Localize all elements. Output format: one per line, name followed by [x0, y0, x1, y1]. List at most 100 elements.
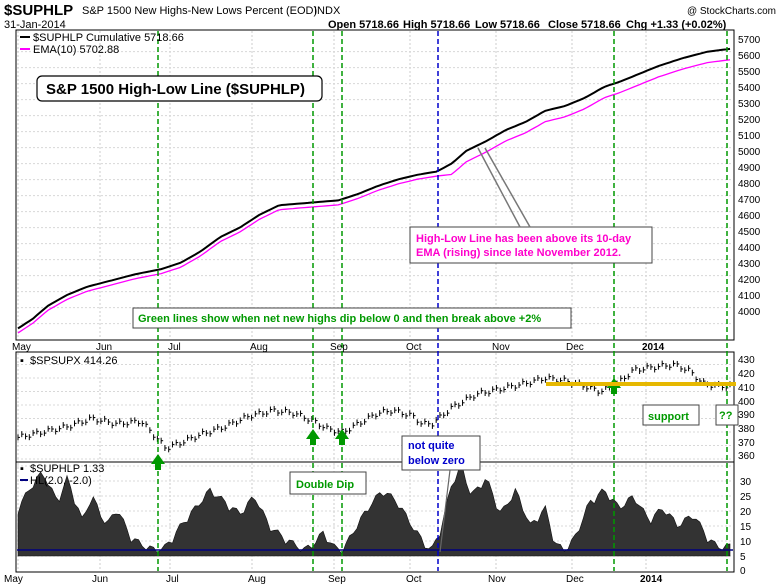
series-layer	[17, 47, 733, 557]
magenta-note-box	[409, 226, 653, 264]
mid-tick-360: 360	[738, 451, 755, 462]
top-legend: $SUPHLP Cumulative 5718.66 EMA(10) 5702.…	[20, 32, 184, 56]
qq-label: ??	[719, 410, 733, 422]
mid-tick-390: 390	[738, 410, 755, 421]
legend-suphlp: $SUPHLP 1.33	[30, 463, 104, 475]
up-arrow-0	[151, 454, 165, 470]
magenta-note-arrow-1	[484, 147, 531, 228]
top-tick-5300: 5300	[738, 99, 761, 110]
top-tick-5700: 5700	[738, 35, 761, 46]
magenta-note-line1: High-Low Line has been above its 10-day	[416, 233, 632, 245]
bottom-month-dec: Dec	[566, 574, 584, 585]
mid-tick-370: 370	[738, 438, 755, 449]
legend-spsupx: $SPSUPX 414.26	[30, 355, 117, 367]
bottom-month-2014: 2014	[640, 574, 663, 585]
not-quite-line1: not quite	[408, 440, 454, 452]
top-month-labels: May Jun Jul Aug Sep Oct Nov Dec 2014	[12, 342, 665, 353]
cumulative-line	[17, 47, 731, 330]
magenta-note-line2: EMA (rising) since late November 2012.	[416, 247, 621, 259]
top-tick-4500: 4500	[738, 227, 761, 238]
top-month-oct: Oct	[406, 342, 422, 353]
top-tick-4300: 4300	[738, 259, 761, 270]
top-month-jul: Jul	[168, 342, 181, 353]
bot-tick-15: 15	[740, 522, 752, 533]
up-arrow-2	[335, 429, 349, 445]
top-tick-4100: 4100	[738, 291, 761, 302]
bot-tick-10: 10	[740, 537, 752, 548]
legend-cumulative: $SUPHLP Cumulative 5718.66	[33, 32, 184, 44]
not-quite-line2: below zero	[408, 455, 465, 467]
top-tick-5400: 5400	[738, 83, 761, 94]
hl-area	[17, 466, 731, 557]
not-quite-arrow	[439, 469, 451, 553]
legend-hl: HL(2.0, -2.0)	[30, 475, 92, 487]
up-arrow-1	[306, 429, 320, 445]
top-tick-5200: 5200	[738, 115, 761, 126]
support-box	[642, 404, 700, 426]
symbol-title: $SUPHLP	[4, 2, 73, 19]
title-box	[36, 75, 323, 102]
bot-tick-5: 5	[740, 552, 746, 563]
mid-tick-430: 430	[738, 355, 755, 366]
low-value: Low 5718.66	[475, 19, 540, 31]
exchange-label: INDX	[314, 5, 341, 17]
top-month-sep: Sep	[330, 342, 348, 353]
middle-legend: ▪ $SPSUPX 414.26	[20, 355, 117, 367]
change-value: Chg +1.33 (+0.02%)	[626, 19, 727, 31]
bottom-month-jul: Jul	[166, 574, 179, 585]
top-tick-5500: 5500	[738, 67, 761, 78]
qq-box	[715, 404, 739, 426]
mid-tick-420: 420	[738, 369, 755, 380]
open-value: Open 5718.66	[328, 19, 399, 31]
top-month-may: May	[12, 342, 31, 353]
top-tick-5100: 5100	[738, 131, 761, 142]
green-note-box	[132, 307, 572, 329]
top-month-jun: Jun	[96, 342, 112, 353]
bottom-month-jun: Jun	[92, 574, 108, 585]
support-line	[546, 382, 736, 386]
top-tick-4800: 4800	[738, 179, 761, 190]
top-month-2014: 2014	[642, 342, 665, 353]
top-tick-4000: 4000	[738, 307, 761, 318]
ema-line	[17, 59, 731, 334]
mid-tick-400: 400	[738, 397, 755, 408]
top-tick-4600: 4600	[738, 211, 761, 222]
bottom-month-aug: Aug	[248, 574, 266, 585]
top-tick-4700: 4700	[738, 195, 761, 206]
close-value: Close 5718.66	[548, 19, 621, 31]
top-tick-4900: 4900	[738, 163, 761, 174]
top-month-aug: Aug	[250, 342, 268, 353]
top-month-dec: Dec	[566, 342, 584, 353]
magenta-note-arrow-2	[477, 147, 521, 228]
not-quite-box	[401, 435, 481, 471]
top-tick-4400: 4400	[738, 243, 761, 254]
green-note-text: Green lines show when net new highs dip …	[138, 313, 541, 325]
legend-hl-fill-marker: ▪	[20, 463, 24, 475]
top-y-axis: 5700 5600 5500 5400 5300 5200 5100 5000 …	[738, 35, 761, 318]
middle-y-axis: 430 420 410 400 390 380 370 360	[738, 355, 755, 462]
double-dip-label: Double Dip	[296, 479, 354, 491]
top-tick-5600: 5600	[738, 51, 761, 62]
chart-date: 31-Jan-2014	[4, 19, 66, 31]
double-dip-box	[289, 471, 367, 495]
bot-tick-30: 30	[740, 477, 752, 488]
top-month-nov: Nov	[492, 342, 510, 353]
bottom-month-may: May	[4, 574, 23, 585]
top-tick-5000: 5000	[738, 147, 761, 158]
mid-tick-380: 380	[738, 424, 755, 435]
title-box-text: S&P 1500 High-Low Line ($SUPHLP)	[46, 81, 305, 98]
bottom-legend: ▪ $SUPHLP 1.33 HL(2.0, -2.0)	[20, 463, 104, 487]
bottom-month-nov: Nov	[488, 574, 506, 585]
watermark: @ StockCharts.com	[687, 6, 776, 17]
bottom-month-sep: Sep	[328, 574, 346, 585]
support-label: support	[648, 411, 689, 423]
bot-tick-25: 25	[740, 492, 752, 503]
bot-tick-20: 20	[740, 507, 752, 518]
bottom-month-oct: Oct	[406, 574, 422, 585]
bottom-month-labels: May Jun Jul Aug Sep Oct Nov Dec 2014	[4, 574, 663, 585]
symbol-description: S&P 1500 New Highs-New Lows Percent (EOD…	[82, 5, 317, 17]
high-value: High 5718.66	[403, 19, 470, 31]
bot-tick-0: 0	[740, 566, 746, 577]
bottom-y-axis: 30 25 20 15 10 5 0	[740, 477, 752, 577]
